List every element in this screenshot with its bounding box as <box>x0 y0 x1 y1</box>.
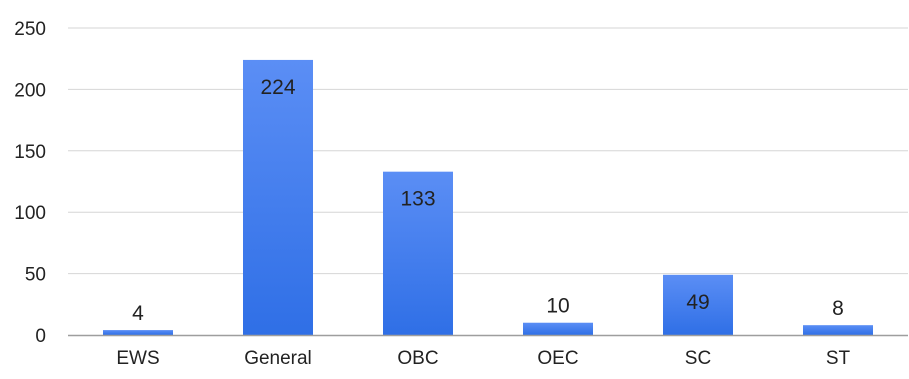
y-tick-label: 250 <box>14 19 46 40</box>
y-tick-label: 150 <box>14 142 46 163</box>
gridlines <box>68 27 908 275</box>
data-label-oec: 10 <box>546 295 569 318</box>
bars <box>103 59 873 335</box>
bar-sc <box>663 274 733 335</box>
x-tick-label-st: ST <box>826 348 851 369</box>
x-tick-label-sc: SC <box>685 348 711 369</box>
y-tick-label: 200 <box>14 80 46 101</box>
x-tick-label-obc: OBC <box>397 348 438 369</box>
data-label-ews: 4 <box>132 302 144 325</box>
x-tick-label-ews: EWS <box>116 348 159 369</box>
data-label-obc: 133 <box>400 188 435 211</box>
y-axis-tick-labels: 0 50 100 150 200 250 <box>14 19 46 347</box>
x-tick-label-oec: OEC <box>537 348 578 369</box>
bar-st <box>803 325 873 335</box>
bar-ews <box>103 330 173 335</box>
y-tick-label: 50 <box>25 265 46 286</box>
y-tick-label: 100 <box>14 203 46 224</box>
data-labels: 4 224 133 10 49 8 <box>132 76 844 325</box>
x-tick-label-general: General <box>244 348 312 369</box>
x-axis-tick-labels: EWS General OBC OEC SC ST <box>116 348 850 369</box>
bar-oec <box>523 322 593 335</box>
y-tick-label: 0 <box>35 326 46 347</box>
bar-general <box>243 59 313 335</box>
data-label-st: 8 <box>832 297 844 320</box>
data-label-sc: 49 <box>686 291 709 314</box>
bar-obc <box>383 171 453 335</box>
data-label-general: 224 <box>260 76 295 99</box>
